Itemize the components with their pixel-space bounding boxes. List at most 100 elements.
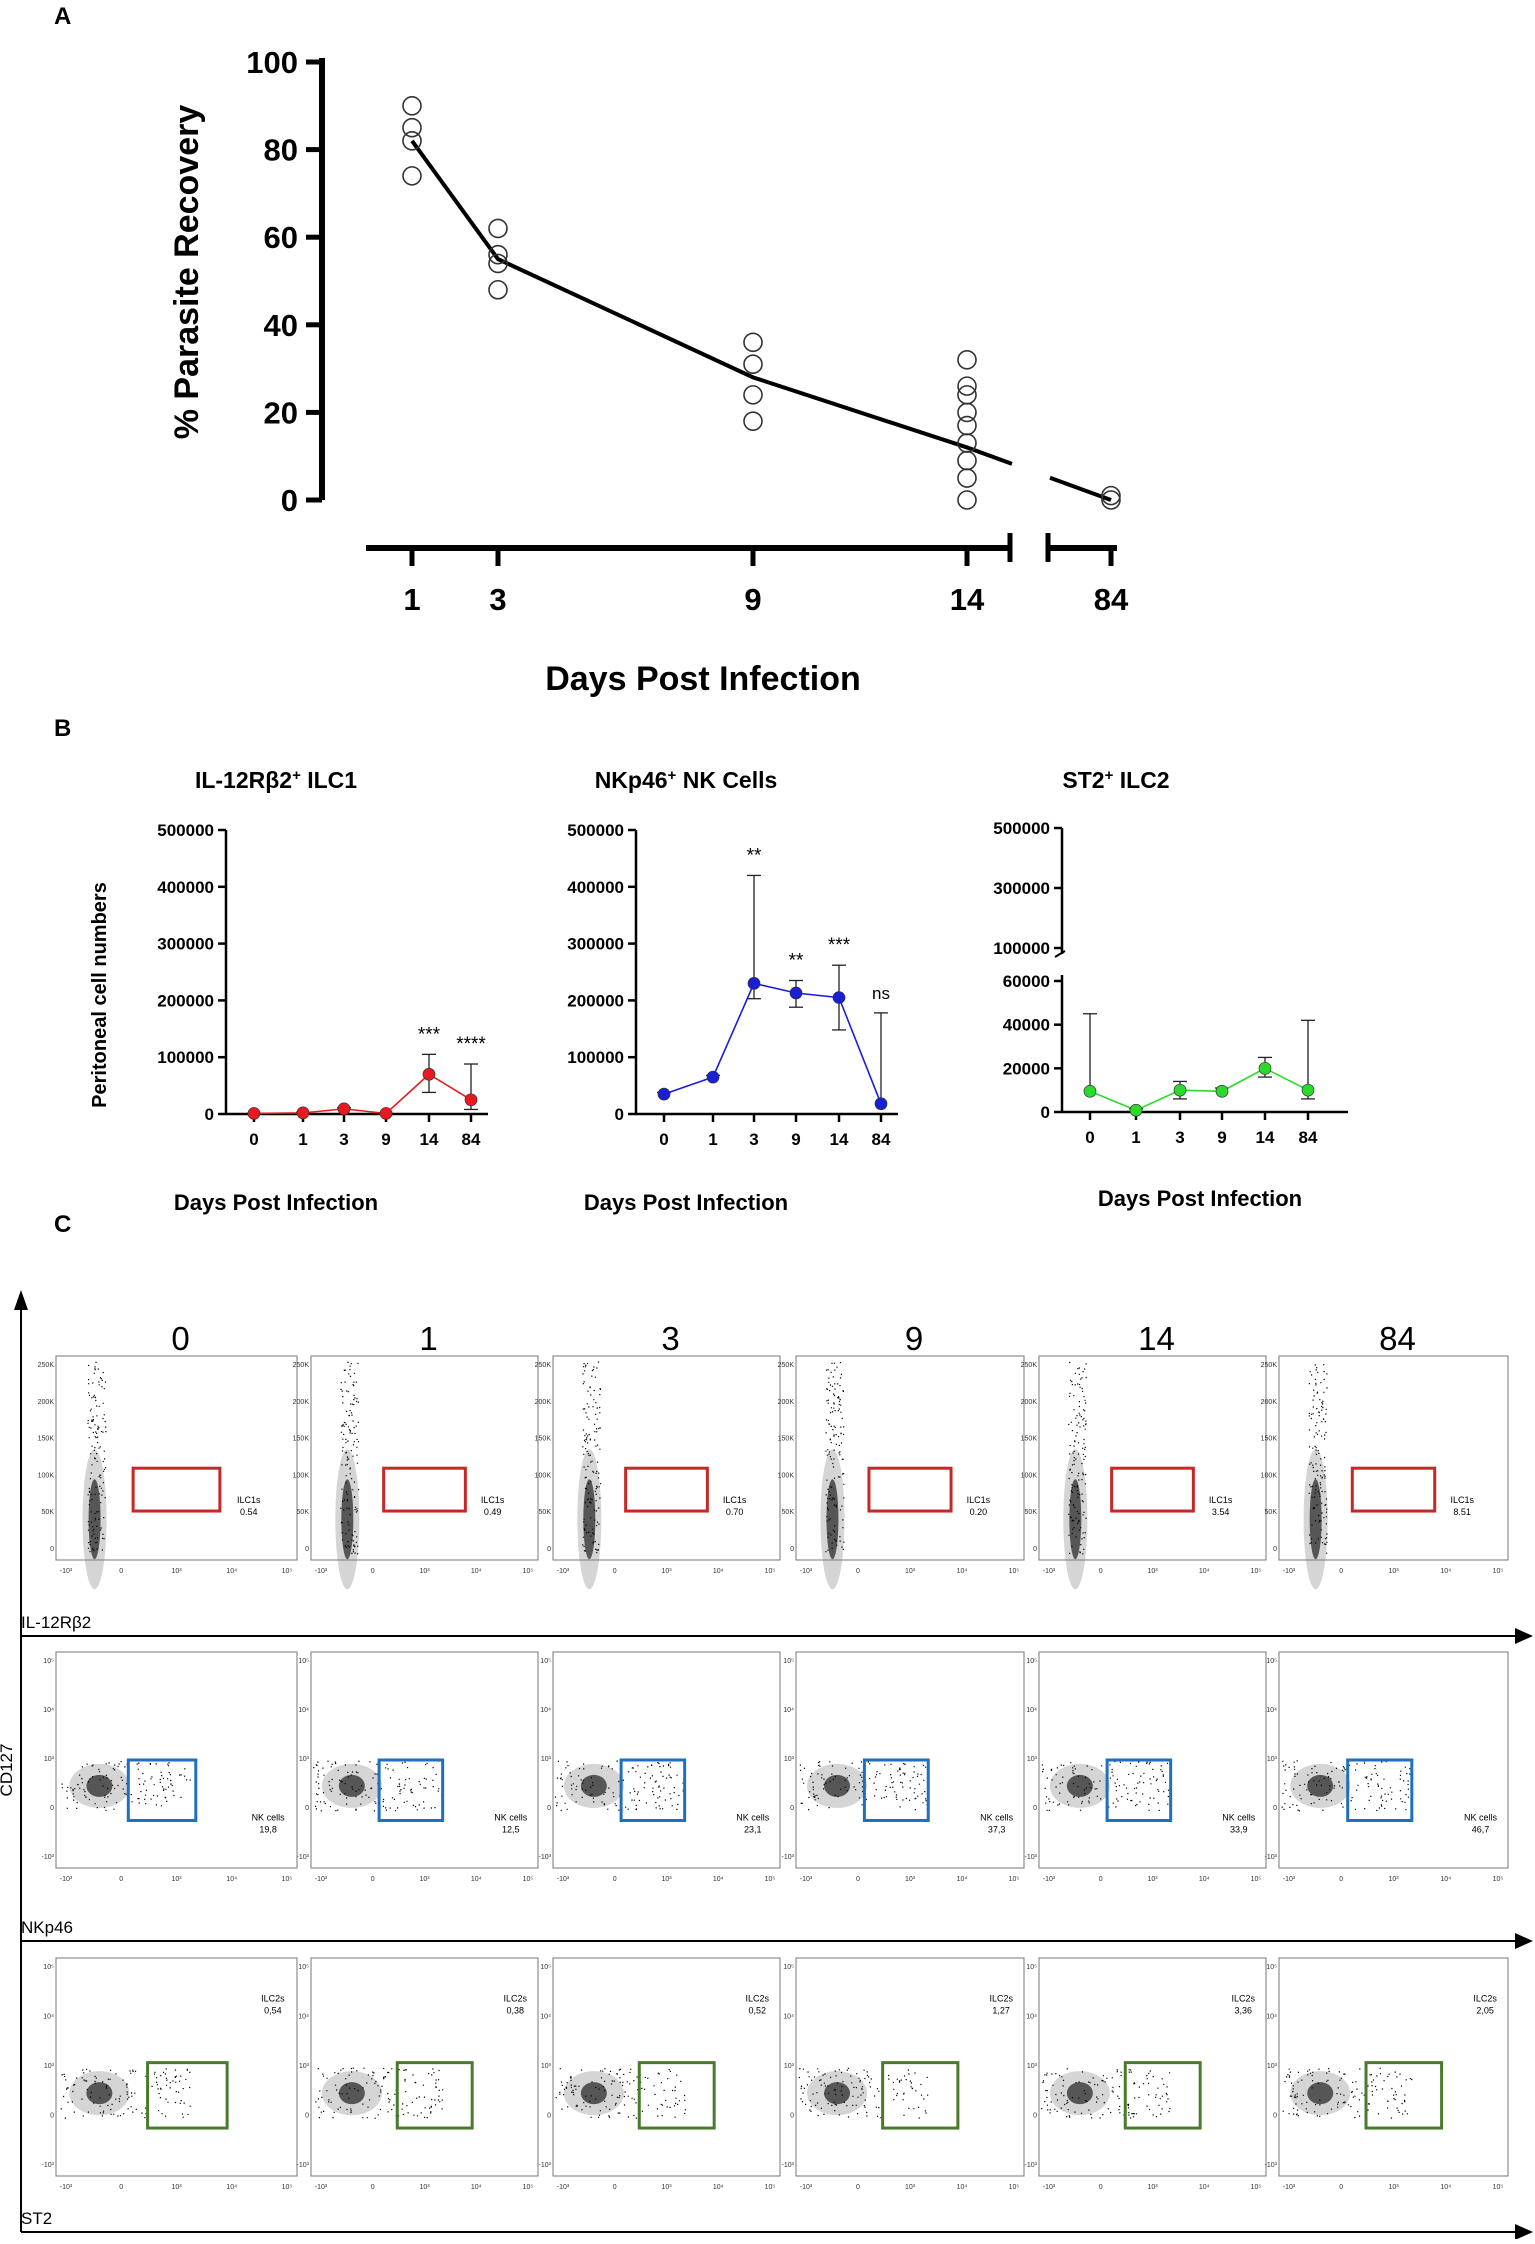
flow-y-tick-label: 200K — [38, 1399, 55, 1406]
flow-timepoint-label: 3 — [661, 1320, 679, 1357]
chart-a-point — [743, 411, 763, 431]
flow-gate — [1123, 2061, 1202, 2130]
flow-y-tick-label: 200K — [535, 1399, 552, 1406]
flow-gate-name: ILC2s — [1232, 1994, 1256, 2004]
flow-density-halo — [1049, 1763, 1110, 1808]
chart-y-tick-label: 300000 — [157, 935, 214, 954]
flow-gate-value: 0.70 — [726, 1507, 744, 1517]
flow-y-tick-label: -10³ — [539, 1854, 552, 1861]
flow-x-tick-label: 10³ — [905, 1568, 916, 1575]
flow-x-tick-label: 10⁴ — [471, 1876, 482, 1883]
flow-density-halo — [1290, 2071, 1351, 2116]
flow-y-tick-label: 250K — [293, 1362, 310, 1369]
chart-a-point — [402, 117, 422, 138]
flow-x-arrowhead — [1515, 2224, 1533, 2240]
flow-gate — [881, 2061, 960, 2130]
chart-significance-label: ** — [789, 951, 804, 972]
flow-x-tick-label: 0 — [856, 2184, 860, 2191]
flow-cytometry-panel: CD127 0 1 3 9 14 84 IL-12Rβ2 250K 200K 150K 100K 50K… — [0, 1290, 1533, 2240]
chart-y-tick-label: 500000 — [567, 821, 624, 840]
flow-gate-value: 8.51 — [1453, 1507, 1471, 1517]
flow-gate — [1105, 1758, 1173, 1822]
flow-events — [555, 2068, 686, 2119]
flow-y-tick-label: -10³ — [782, 1854, 795, 1861]
flow-y-tick-label: 0 — [547, 1546, 551, 1553]
flow-y-tick-label: 10⁵ — [1026, 1964, 1037, 1971]
chart-point — [1301, 1083, 1315, 1097]
flow-density-core — [824, 1774, 851, 1797]
chart-x-tick-label: 9 — [1217, 1128, 1226, 1147]
chart-a-x-tick-label: 9 — [744, 582, 761, 617]
flow-x-tick-label: 10⁵ — [1009, 1876, 1020, 1883]
chart-x-tick-label: 0 — [249, 1130, 258, 1149]
flow-events — [582, 1361, 602, 1554]
flow-x-tick-label: 10⁴ — [713, 2184, 724, 2191]
flow-gate-name: ILC1s — [723, 1495, 747, 1505]
flow-x-arrowhead — [1515, 1933, 1533, 1949]
flow-x-tick-label: 10⁴ — [1199, 1568, 1210, 1575]
flow-gate-value: 0,54 — [264, 2006, 282, 2016]
flow-timepoint-label: 9 — [905, 1320, 923, 1357]
chart-a-point — [743, 385, 763, 405]
flow-y-tick-label: 10⁵ — [298, 1658, 309, 1665]
flow-y-tick-label: 10⁵ — [783, 1658, 794, 1665]
chart-y-tick-label: 0 — [615, 1105, 624, 1124]
chart-a-x-tick-label: 3 — [489, 582, 506, 617]
flow-gate-value: 0,52 — [749, 2006, 767, 2016]
flow-y-tick-label: 0 — [50, 1546, 54, 1553]
flow-y-tick-label: 10⁴ — [43, 1707, 54, 1714]
chart-title-suffix: ILC1 — [301, 767, 357, 793]
flow-y-tick-label: 10⁴ — [298, 1707, 309, 1714]
chart-x-tick-label: 14 — [1256, 1128, 1275, 1147]
chart-a-point — [488, 279, 508, 300]
chart-a-y-tick-label: 80 — [264, 133, 298, 168]
chart-significance-label: ns — [872, 984, 890, 1003]
flow-gate-name: ILC2s — [746, 1994, 770, 2004]
chart-a-point — [957, 490, 977, 510]
chart-series-line — [1089, 1067, 1309, 1112]
flow-x-tick-label: 10⁴ — [713, 1876, 724, 1883]
flow-gate-value: 2,05 — [1476, 2006, 1494, 2016]
flow-x-tick-label: 10⁴ — [226, 1876, 237, 1883]
flow-y-tick-label: 50K — [782, 1509, 795, 1516]
flow-y-tick-label: 150K — [1261, 1436, 1278, 1443]
flow-gate — [862, 1758, 930, 1822]
chart-x-tick-label: 84 — [462, 1130, 481, 1149]
flow-x-tick-label: -10³ — [557, 1568, 570, 1575]
chart-y-tick-label: 500000 — [993, 819, 1050, 838]
flow-x-tick-label: 10³ — [661, 2184, 672, 2191]
flow-y-tick-label: 0 — [790, 2113, 794, 2120]
flow-events — [554, 1760, 685, 1812]
chart-title-suffix: ILC2 — [1113, 767, 1169, 793]
flow-x-tick-label: 10⁴ — [1199, 2184, 1210, 2191]
flow-y-tick-label: 50K — [1265, 1509, 1278, 1516]
flow-gate-name: ILC2s — [989, 1994, 1013, 2004]
flow-events — [60, 2068, 191, 2119]
chart-x-tick-label: 9 — [381, 1130, 390, 1149]
flow-x-tick-label: 0 — [119, 1876, 123, 1883]
chart-a-point — [1101, 490, 1121, 510]
flow-timepoint-label: 0 — [171, 1320, 189, 1357]
flow-gate-value: 0,38 — [507, 2006, 525, 2016]
flow-y-tick-label: 10⁴ — [783, 2014, 794, 2021]
flow-y-tick-label: 10³ — [44, 2063, 55, 2070]
flow-y-tick-label: 10⁵ — [783, 1964, 794, 1971]
flow-gate — [637, 2061, 716, 2130]
flow-y-tick-label: 10⁵ — [43, 1658, 54, 1665]
chart-a-x-tick-label: 1 — [403, 582, 420, 617]
chart-a-y-tick-label: 40 — [264, 308, 298, 343]
flow-x-tick-label: 0 — [613, 1876, 617, 1883]
flow-x-tick-label: 0 — [371, 1568, 375, 1575]
flow-y-tick-label: 50K — [539, 1509, 552, 1516]
flow-gate-value: 33,9 — [1230, 1824, 1248, 1834]
chart-xlabel: Days Post Infection — [1098, 1186, 1302, 1211]
flow-gate-value: 23,1 — [744, 1824, 762, 1834]
flow-gate-value: 0.20 — [970, 1507, 988, 1517]
flow-x-tick-label: 10⁴ — [1440, 2184, 1451, 2191]
flow-gate — [382, 1466, 467, 1513]
flow-y-tick-label: 100K — [778, 1472, 795, 1479]
flow-x-tick-label: 0 — [371, 2184, 375, 2191]
flow-gate-value: 19,8 — [259, 1824, 277, 1834]
flow-gate-name: ILC1s — [1450, 1495, 1474, 1505]
flow-y-tick-label: 250K — [778, 1362, 795, 1369]
